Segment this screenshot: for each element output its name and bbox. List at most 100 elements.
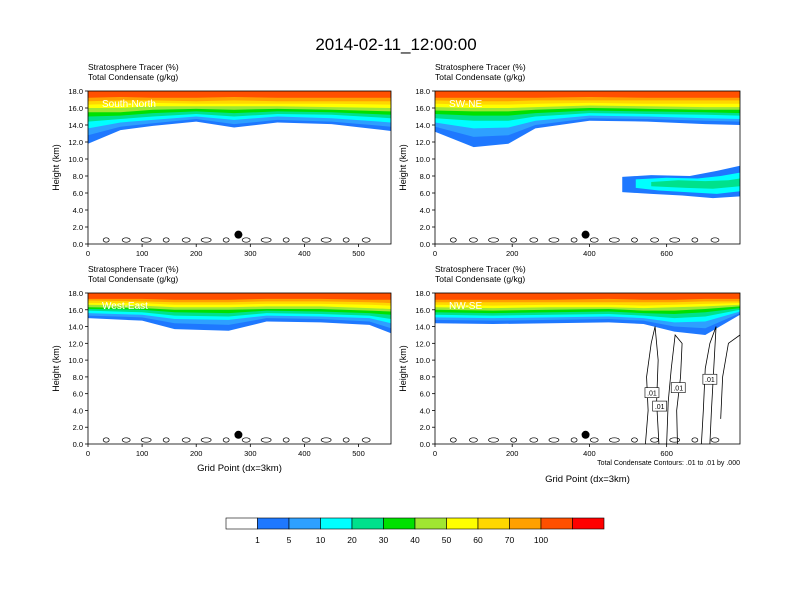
surface-contour (162, 237, 170, 243)
y-tick-label: 0.0 (73, 240, 83, 249)
surface-contour (320, 437, 332, 443)
colorbar-swatch (509, 517, 542, 530)
panel-label: South-North (102, 99, 156, 110)
x-tick-label: 0 (433, 449, 437, 458)
panel-title-tracer: Stratosphere Tracer (%) (435, 264, 526, 274)
contour-label: .01 (647, 391, 657, 398)
location-marker (234, 230, 243, 239)
x-axis-label: Grid Point (dx=3km) (545, 474, 630, 485)
tracer-band-100 (435, 91, 740, 98)
tracer-band-100 (88, 293, 391, 300)
surface-contour (320, 237, 332, 243)
colorbar-label: 20 (347, 535, 357, 545)
y-tick-label: 18.0 (415, 87, 430, 96)
panel-label: West-East (102, 301, 148, 312)
panel-label: SW-NE (449, 99, 482, 110)
colorbar-swatch (257, 517, 290, 530)
plot-frame (434, 90, 741, 245)
contour-line (666, 333, 683, 444)
colorbar-label: 1 (255, 535, 260, 545)
surface-contour (650, 237, 659, 243)
panel-west-east: West-East 0.0 2.0 4.0 6.0 8.0 10.0 12.0 14.0 16.0… (51, 264, 392, 474)
y-tick-label: 2.0 (420, 423, 430, 432)
panel-title-condensate: Total Condensate (g/kg) (435, 274, 525, 284)
surface-contour (162, 437, 170, 443)
surface-contour (102, 237, 110, 243)
surface-contour (691, 237, 699, 243)
panel-title-condensate: Total Condensate (g/kg) (88, 72, 178, 82)
y-tick-label: 6.0 (73, 189, 83, 198)
x-tick-label: 500 (352, 449, 365, 458)
y-tick-label: 12.0 (68, 339, 83, 348)
surface-contour (121, 437, 131, 443)
surface-contour (301, 437, 311, 443)
surface-contour (282, 237, 290, 243)
y-axis-label: Height (km) (398, 345, 408, 392)
surface-contour (222, 237, 230, 243)
surface-contour (241, 237, 251, 243)
surface-contour (181, 437, 191, 443)
colorbar-swatch (383, 517, 416, 530)
colorbar-swatch (351, 517, 384, 530)
panel-title-condensate: Total Condensate (g/kg) (88, 274, 178, 284)
panel-nw-se: .01 .01 .01 .01 NW-SE 0.0 2.0 4.0 6.0 8.0 10.0 12.0… (398, 264, 741, 485)
y-tick-label: 14.0 (415, 121, 430, 130)
surface-contour (589, 437, 599, 443)
surface-contours (102, 437, 371, 443)
y-tick-label: 0.0 (420, 240, 430, 249)
location-marker (581, 430, 590, 439)
surface-contour (570, 437, 578, 443)
colorbar-label: 40 (410, 535, 420, 545)
surface-contour (181, 237, 191, 243)
tracer-band-100 (88, 91, 391, 98)
x-tick-label: 0 (86, 249, 90, 258)
colorbar-swatch (320, 517, 353, 530)
surface-contour (529, 237, 539, 243)
y-tick-label: 6.0 (73, 390, 83, 399)
colorbar-swatch (572, 517, 605, 530)
y-tick-label: 4.0 (73, 206, 83, 215)
contour-note: Total Condensate Contours: .01 to .01 by… (597, 460, 740, 467)
y-tick-label: 12.0 (415, 138, 430, 147)
contour-label: .01 (673, 386, 683, 393)
colorbar-swatch (414, 517, 447, 530)
surface-contour (260, 437, 272, 443)
colorbar-label: 30 (379, 535, 389, 545)
panel-title-tracer: Stratosphere Tracer (%) (88, 62, 179, 72)
x-tick-label: 200 (190, 449, 203, 458)
surface-contour (669, 237, 681, 243)
plot-area (435, 91, 740, 244)
x-tick-label: 400 (583, 449, 596, 458)
surface-contours (449, 237, 720, 243)
y-tick-label: 4.0 (73, 406, 83, 415)
contour-label-box (652, 400, 667, 412)
y-tick-label: 16.0 (68, 306, 83, 315)
surface-contour (200, 437, 212, 443)
x-tick-label: 0 (433, 249, 437, 258)
y-tick-label: 10.0 (68, 155, 83, 164)
y-tick-label: 16.0 (68, 104, 83, 113)
colorbar-label: 70 (505, 535, 515, 545)
y-tick-label: 4.0 (420, 206, 430, 215)
figure-title: 2014-02-11_12:00:00 (315, 35, 476, 54)
contour-label: .01 (705, 377, 715, 384)
surface-contour (710, 237, 720, 243)
colorbar-swatch (477, 517, 510, 530)
location-marker (581, 230, 590, 239)
y-tick-label: 14.0 (68, 121, 83, 130)
plot-frame (434, 292, 741, 445)
y-tick-label: 8.0 (420, 172, 430, 181)
y-tick-label: 14.0 (415, 323, 430, 332)
x-tick-label: 200 (506, 249, 519, 258)
x-tick-label: 400 (298, 249, 311, 258)
surface-contour (449, 237, 457, 243)
x-tick-label: 100 (136, 249, 149, 258)
plot-area (88, 293, 391, 444)
y-axis-label: Height (km) (51, 345, 61, 392)
surface-contour (222, 437, 230, 443)
x-tick-label: 0 (86, 449, 90, 458)
plot-frame (87, 90, 392, 245)
x-tick-label: 400 (583, 249, 596, 258)
colorbar-swatch (225, 517, 258, 530)
surface-contour (342, 237, 350, 243)
